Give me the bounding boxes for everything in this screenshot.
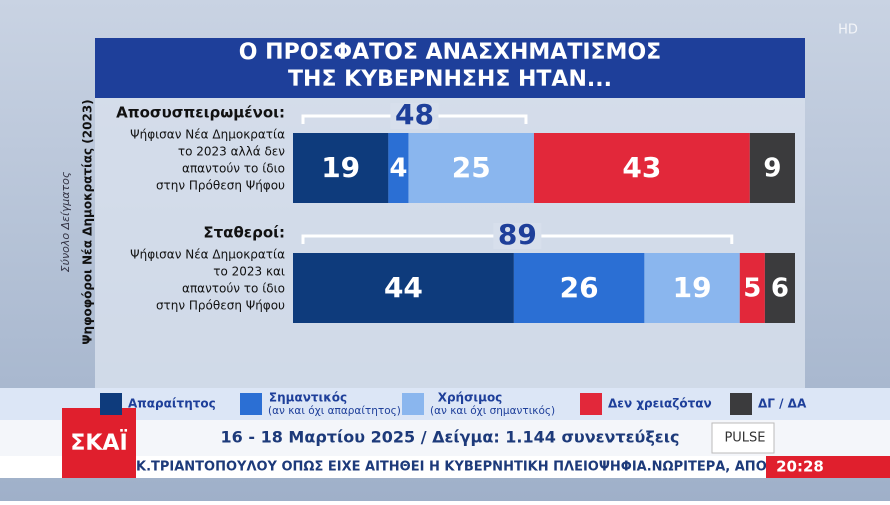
category-description: απαντούν το ίδιο (182, 162, 285, 176)
hd-badge: HD (838, 23, 858, 38)
legend-note: (αν και όχι σημαντικός) (430, 405, 555, 417)
legend-label: Χρήσιμος (438, 391, 503, 405)
value-label: 43 (622, 151, 661, 184)
bar-segment (513, 253, 645, 323)
time: 20:28 (776, 458, 824, 476)
bar-segment (644, 253, 740, 323)
channel: ΣΚΑΪ (70, 430, 127, 456)
legend-swatch (580, 393, 602, 415)
bar-segment (764, 253, 795, 323)
ticker-band (0, 456, 890, 478)
legend-swatch (240, 393, 262, 415)
category-description: το 2023 και (213, 265, 285, 279)
time-box (766, 456, 890, 478)
category-label: Αποσυσπειρωμένοι: (116, 104, 285, 122)
bar-segment (533, 133, 750, 203)
category-description: Ψήφισαν Νέα Δημοκρατία (130, 128, 285, 142)
bar-segment (739, 253, 765, 323)
pollster-logo (711, 422, 775, 454)
bar-segment (388, 133, 409, 203)
footer: 16 - 18 Μαρτίου 2025 / Δείγμα: 1.144 συν… (221, 428, 680, 447)
legend-note: (αν και όχι απαραίτητος) (268, 405, 401, 417)
legend-swatch (402, 393, 424, 415)
category-description: Ψήφισαν Νέα Δημοκρατία (130, 248, 285, 262)
title: ΤΗΣ ΚΥΒΕΡΝΗΣΗΣ ΗΤΑΝ... (288, 67, 612, 92)
title: Ο ΠΡΟΣΦΑΤΟΣ ΑΝΑΣΧΗΜΑΤΙΣΜΟΣ (239, 40, 661, 65)
value-label: 19 (321, 151, 360, 184)
bar-segment (749, 133, 795, 203)
category-description: στην Πρόθεση Ψήφου (156, 179, 285, 193)
category-description: απαντούν το ίδιο (182, 282, 285, 296)
bar-segment (293, 253, 514, 323)
category-description: στην Πρόθεση Ψήφου (156, 299, 285, 313)
value-label: 5 (743, 274, 761, 304)
bar-segment (293, 133, 389, 203)
value-label: 25 (452, 151, 491, 184)
legend-label: ΔΓ / ΔΑ (758, 397, 807, 411)
bar-segment (408, 133, 534, 203)
side-label: Ψηφοφόροι Νέα Δημοκρατίας (2023) (81, 99, 95, 344)
value-label: 4 (389, 154, 407, 184)
value-label: 19 (673, 271, 712, 304)
legend-swatch (100, 393, 122, 415)
value-label: 6 (771, 274, 789, 304)
value-label: 9 (763, 154, 781, 184)
pollster: PULSE (724, 431, 765, 446)
legend-label: Δεν χρειαζόταν (608, 397, 712, 411)
category-description: το 2023 αλλά δεν (178, 145, 285, 159)
legend-swatch (730, 393, 752, 415)
value-label: 26 (560, 271, 599, 304)
total-label: 89 (498, 218, 537, 251)
category-label: Σταθεροί: (203, 224, 285, 242)
value-label: 44 (384, 271, 423, 304)
channel-logo (62, 408, 136, 478)
total-label: 48 (395, 98, 434, 131)
legend-label: Απαραίτητος (128, 397, 216, 411)
total-label-bg (493, 223, 542, 249)
ticker: Κ.ΤΡΙΑΝΤΟΠΟΥΛΟΥ ΟΠΩΣ ΕΙΧΕ ΑΙΤΗΘΕΙ Η ΚΥΒΕ… (136, 460, 817, 475)
total-label-bg (390, 103, 439, 129)
side-label: Σύνολο Δείγματος (59, 171, 72, 272)
legend-label: Σημαντικός (269, 391, 347, 405)
title-band (95, 38, 805, 98)
